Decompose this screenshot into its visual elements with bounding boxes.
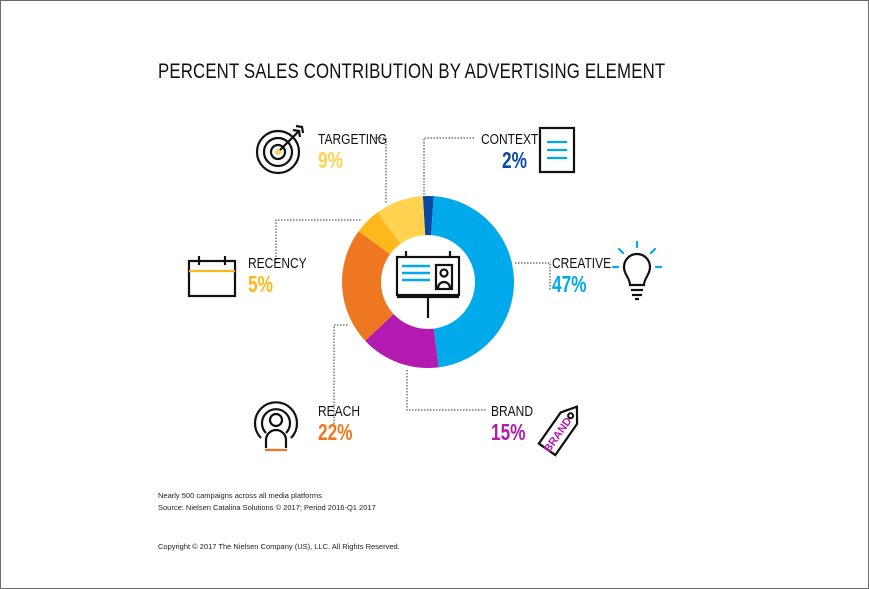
label-brand-name: BRAND [491, 403, 534, 420]
label-context: CONTEXT 2% [481, 132, 553, 172]
label-recency: RECENCY 5% [248, 256, 321, 296]
chart-title: PERCENT SALES CONTRIBUTION BY ADVERTISIN… [158, 60, 666, 83]
label-targeting-value: 9% [318, 147, 343, 173]
slice-context [422, 195, 434, 236]
leader-reach [333, 324, 348, 427]
footnote-source: Source: Nielsen Catalina Solutions © 201… [158, 503, 376, 512]
label-creative-name: CREATIVE [552, 255, 612, 272]
slice-targeting [377, 196, 426, 244]
leader-lines [275, 137, 551, 427]
billboard-icon [395, 251, 461, 318]
label-context-name: CONTEXT [481, 131, 539, 148]
label-targeting: TARGETING 9% [318, 132, 404, 172]
leader-context [423, 137, 474, 196]
leader-targeting [374, 137, 387, 204]
label-recency-value: 5% [248, 271, 273, 297]
tag-icon: BRAND [537, 405, 579, 457]
label-context-value: 2% [502, 147, 527, 173]
leader-brand [406, 370, 487, 411]
label-creative-value: 47% [552, 271, 587, 297]
target-icon [255, 124, 305, 175]
calendar-icon [187, 256, 237, 298]
slice-recency [358, 212, 401, 255]
footnote-copyright: Copyright © 2017 The Nielsen Company (US… [158, 542, 400, 551]
slice-reach [342, 231, 394, 341]
label-reach-value: 22% [318, 419, 353, 445]
person-signal-icon [253, 401, 299, 452]
label-brand-value: 15% [491, 419, 526, 445]
leader-creative [515, 262, 551, 290]
label-targeting-name: TARGETING [318, 131, 388, 148]
document-icon [538, 126, 576, 174]
lightbulb-icon [611, 240, 663, 301]
slice-brand [365, 314, 439, 368]
label-creative: CREATIVE 47% [552, 256, 626, 296]
slice-creative [431, 196, 515, 368]
label-brand: BRAND 15% [491, 404, 544, 444]
label-reach-name: REACH [318, 403, 361, 420]
footnote-campaigns: Nearly 500 campaigns across all media pl… [158, 491, 322, 500]
label-reach: REACH 22% [318, 404, 371, 444]
leader-recency [275, 219, 362, 263]
label-recency-name: RECENCY [248, 255, 307, 272]
